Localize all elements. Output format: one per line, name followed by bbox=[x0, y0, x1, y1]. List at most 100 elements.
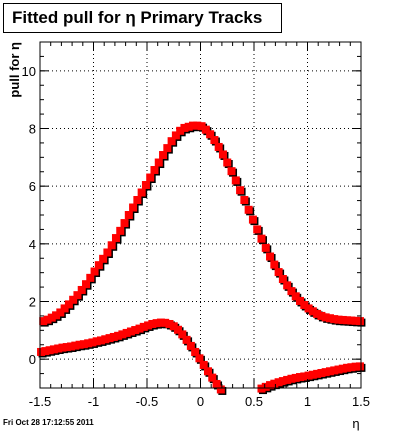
data-point bbox=[308, 307, 317, 316]
x-axis-label: η bbox=[352, 416, 359, 431]
data-point bbox=[67, 342, 76, 351]
data-point bbox=[71, 341, 80, 350]
data-point bbox=[56, 308, 65, 317]
data-point bbox=[347, 316, 356, 325]
data-point bbox=[182, 335, 191, 344]
data-point bbox=[325, 367, 334, 376]
data-point bbox=[137, 188, 146, 197]
data-point bbox=[351, 316, 360, 325]
data-point bbox=[218, 150, 227, 159]
data-point bbox=[325, 314, 334, 323]
data-point bbox=[347, 363, 356, 372]
data-point bbox=[43, 315, 52, 324]
data-point bbox=[343, 316, 352, 325]
data-point bbox=[96, 336, 105, 345]
data-point bbox=[116, 226, 125, 235]
tick-labels: -1.5 -1 -0.5 0 0.5 1 1.5 0 2 4 6 8 10 bbox=[22, 64, 371, 409]
data-point bbox=[114, 331, 123, 340]
data-point bbox=[163, 144, 172, 153]
data-point bbox=[296, 373, 305, 382]
data-point bbox=[118, 330, 127, 339]
x-tick-label: 0 bbox=[197, 394, 204, 409]
data-point bbox=[45, 346, 54, 355]
data-point bbox=[313, 309, 322, 318]
data-point bbox=[73, 291, 82, 300]
data-point bbox=[313, 369, 322, 378]
data-point bbox=[49, 345, 58, 354]
data-point bbox=[131, 326, 140, 335]
data-point bbox=[283, 375, 292, 384]
data-point bbox=[189, 121, 198, 130]
data-point bbox=[257, 384, 266, 393]
y-axis-label: pull for η bbox=[7, 42, 22, 98]
data-point bbox=[186, 341, 195, 350]
data-point bbox=[274, 268, 283, 277]
data-point bbox=[180, 123, 189, 132]
data-point bbox=[201, 125, 210, 134]
y-tick-label: 6 bbox=[29, 179, 36, 194]
data-point bbox=[351, 362, 360, 371]
data-point bbox=[266, 252, 275, 261]
data-point bbox=[244, 205, 253, 214]
data-point bbox=[343, 363, 352, 372]
data-point bbox=[214, 142, 223, 151]
data-point bbox=[291, 373, 300, 382]
grid bbox=[40, 42, 361, 388]
x-tick-label: -1 bbox=[88, 394, 100, 409]
y-tick-label: 8 bbox=[29, 122, 36, 137]
data-point bbox=[107, 241, 116, 250]
timestamp: Fri Oct 28 17:12:55 2011 bbox=[3, 418, 94, 427]
y-tick-label: 2 bbox=[29, 295, 36, 310]
data-point bbox=[278, 377, 287, 386]
data-point bbox=[195, 354, 204, 363]
data-point bbox=[270, 379, 279, 388]
data-point bbox=[321, 368, 330, 377]
data-point bbox=[287, 374, 296, 383]
data-point bbox=[77, 285, 86, 294]
data-point bbox=[169, 322, 178, 331]
data-point bbox=[60, 304, 69, 313]
data-point bbox=[193, 121, 202, 130]
data-point bbox=[148, 319, 157, 328]
data-point bbox=[133, 196, 142, 205]
y-tick-label: 10 bbox=[22, 64, 36, 79]
data-point bbox=[330, 366, 339, 375]
data-point bbox=[144, 321, 153, 330]
y-tick-label: 0 bbox=[29, 352, 36, 367]
data-point bbox=[261, 382, 270, 391]
data-point bbox=[152, 319, 161, 328]
data-point bbox=[156, 318, 165, 327]
data-point bbox=[101, 335, 110, 344]
data-point bbox=[296, 296, 305, 305]
data-point bbox=[165, 319, 174, 328]
data-point bbox=[105, 334, 114, 343]
chart-title: Fitted pull for η Primary Tracks bbox=[3, 3, 282, 33]
data-point bbox=[300, 300, 309, 309]
data-point bbox=[92, 337, 101, 346]
data-point bbox=[248, 215, 257, 224]
data-point bbox=[79, 340, 88, 349]
data-point bbox=[321, 313, 330, 322]
data-point bbox=[176, 126, 185, 135]
data-point bbox=[52, 311, 61, 320]
data-point bbox=[199, 360, 208, 369]
data-point bbox=[161, 318, 170, 327]
data-point bbox=[120, 219, 129, 228]
data-point bbox=[174, 325, 183, 334]
data-point bbox=[150, 166, 159, 175]
data-point bbox=[47, 313, 56, 322]
data-point bbox=[304, 371, 313, 380]
data-point bbox=[240, 196, 249, 205]
data-point bbox=[334, 315, 343, 324]
data-point bbox=[338, 315, 347, 324]
data-point bbox=[167, 137, 176, 146]
data-point bbox=[330, 315, 339, 324]
data-point bbox=[122, 328, 131, 337]
x-tick-label: -1.5 bbox=[29, 394, 51, 409]
data-point bbox=[75, 340, 84, 349]
data-point bbox=[223, 158, 232, 167]
data-point bbox=[334, 365, 343, 374]
x-tick-label: 1 bbox=[304, 394, 311, 409]
data-point bbox=[231, 176, 240, 185]
